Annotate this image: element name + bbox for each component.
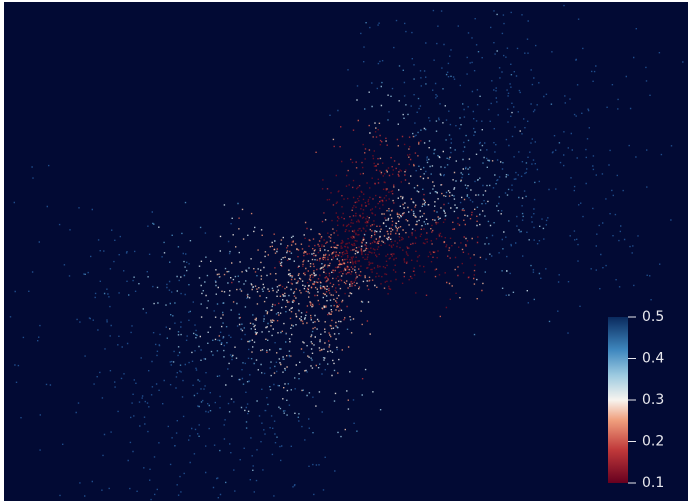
particles [278, 129, 479, 314]
tick-label: 0.5 [642, 309, 664, 325]
tick-label: 0.2 [642, 434, 664, 450]
particle-cloud [9, 4, 684, 501]
tick-label: 0.1 [642, 475, 664, 491]
colorbar-ticks: 0.1 0.2 0.3 0.4 0.5 [628, 309, 664, 491]
background [4, 2, 688, 501]
colorbar [608, 317, 628, 483]
tick-label: 0.4 [642, 351, 664, 367]
tick-label: 0.3 [642, 392, 664, 408]
